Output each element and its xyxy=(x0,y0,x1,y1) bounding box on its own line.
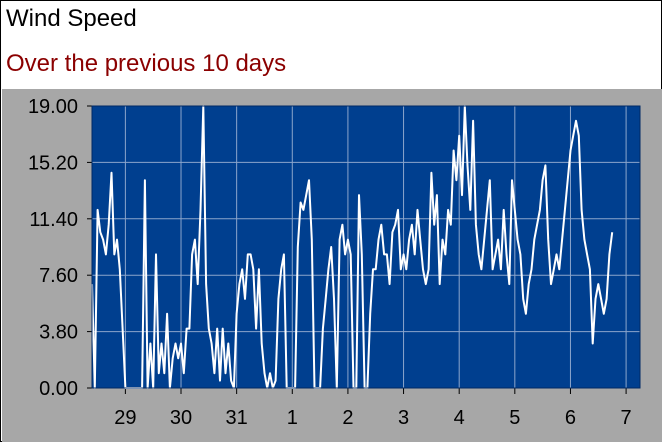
y-axis-tick-labels: 0.00 3.80 7.60 11.40 15.20 19.00 xyxy=(28,96,92,400)
x-tick-label: 3 xyxy=(398,407,409,429)
plot-frame xyxy=(91,105,641,389)
x-tick-label: 5 xyxy=(509,407,520,429)
x-tick-label: 30 xyxy=(170,407,192,429)
x-tick-label: 31 xyxy=(226,407,248,429)
y-tick-label: 7.60 xyxy=(39,265,78,287)
y-tick-label: 3.80 xyxy=(39,322,78,344)
chart-panel: 0.00 3.80 7.60 11.40 15.20 19.00 29 30 31 1 2 3 4 5 6… xyxy=(2,89,662,442)
y-tick-label: 11.40 xyxy=(29,209,78,231)
chart-title: Wind Speed xyxy=(6,5,137,32)
grid-lines xyxy=(92,105,640,389)
wind-speed-series-line xyxy=(91,105,614,389)
chart-subtitle: Over the previous 10 days xyxy=(6,50,287,77)
x-tick-label: 29 xyxy=(114,407,136,429)
x-tick-label: 1 xyxy=(287,407,298,429)
y-tick-label: 15.20 xyxy=(28,152,78,174)
x-axis-tick-labels: 29 30 31 1 2 3 4 5 6 7 xyxy=(114,388,632,429)
x-tick-label: 2 xyxy=(342,407,353,429)
x-tick-label: 4 xyxy=(454,407,465,429)
y-tick-label: 0.00 xyxy=(39,378,78,400)
x-tick-label: 7 xyxy=(621,407,632,429)
wind-speed-chart: 0.00 3.80 7.60 11.40 15.20 19.00 29 30 31 1 2 3 4 5 6… xyxy=(28,96,641,429)
x-tick-label: 6 xyxy=(565,407,576,429)
y-tick-label: 19.00 xyxy=(28,96,78,118)
